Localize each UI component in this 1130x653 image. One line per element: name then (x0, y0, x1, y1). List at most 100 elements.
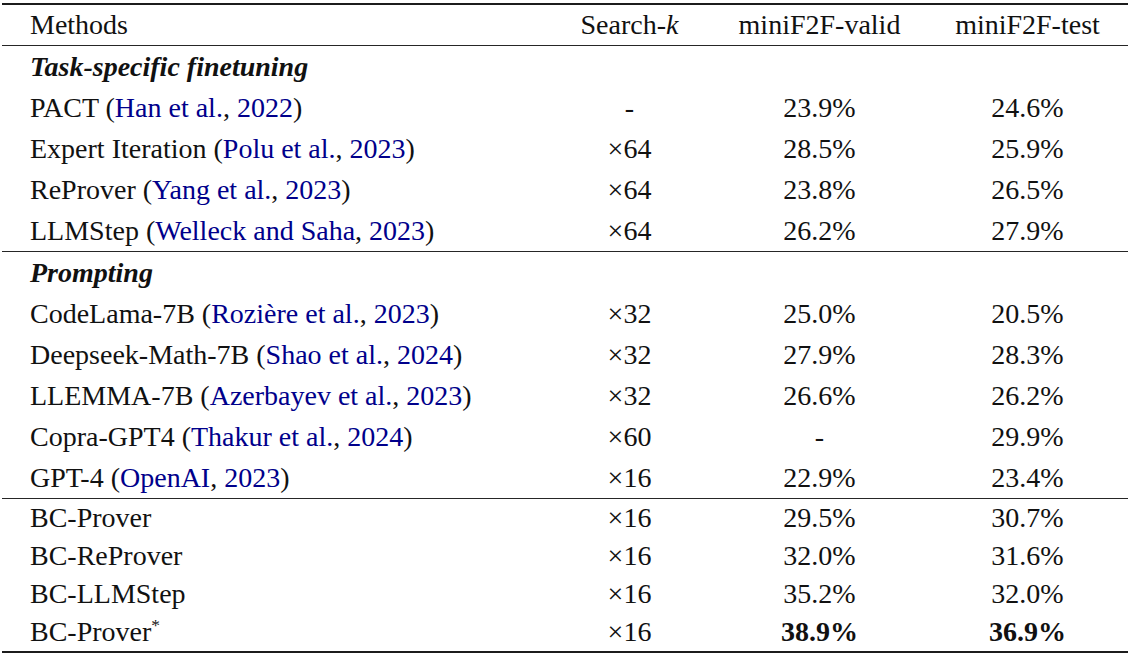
citation-link-author[interactable]: Rozière et al. (211, 298, 359, 329)
valid-cell: 25.0% (712, 293, 927, 334)
valid-cell: 38.9% (712, 613, 927, 652)
column-header-methods: Methods (2, 4, 547, 46)
search-k-cell: ×16 (547, 613, 712, 652)
method-suffix: ) (341, 174, 350, 205)
method-cell: Expert Iteration (Polu et al., 2023) (2, 128, 547, 169)
citation-link-year[interactable]: 2024 (397, 339, 453, 370)
method-suffix: ) (293, 92, 302, 123)
search-k-cell: ×64 (547, 128, 712, 169)
table-row: BC-Prover ×16 29.5% 30.7% (2, 499, 1128, 538)
section-label: Prompting (2, 252, 1128, 294)
method-cell: BC-Prover* (2, 613, 547, 652)
citation-link-year[interactable]: 2023 (285, 174, 341, 205)
test-cell: 31.6% (927, 537, 1128, 575)
section-label: Task-specific finetuning (2, 46, 1128, 88)
method-cell: GPT-4 (OpenAI, 2023) (2, 457, 547, 499)
test-cell: 20.5% (927, 293, 1128, 334)
method-name: ReProver ( (30, 174, 152, 205)
section-row-finetuning: Task-specific finetuning (2, 46, 1128, 88)
valid-cell: 27.9% (712, 334, 927, 375)
test-cell: 27.9% (927, 210, 1128, 252)
test-cell: 26.5% (927, 169, 1128, 210)
citation-link-author[interactable]: Welleck and Saha (155, 215, 355, 246)
search-k-cell: ×64 (547, 169, 712, 210)
citation-separator: , (210, 462, 224, 493)
results-table: Methods Search-k miniF2F-valid miniF2F-t… (2, 3, 1128, 653)
method-suffix: ) (453, 339, 462, 370)
citation-separator: , (271, 174, 285, 205)
method-name: GPT-4 ( (30, 462, 120, 493)
test-cell: 28.3% (927, 334, 1128, 375)
method-name: Deepseek-Math-7B ( (30, 339, 266, 370)
valid-cell: 29.5% (712, 499, 927, 538)
valid-cell: - (712, 416, 927, 457)
table-row: GPT-4 (OpenAI, 2023) ×16 22.9% 23.4% (2, 457, 1128, 499)
method-name: Expert Iteration ( (30, 133, 223, 164)
search-k-cell: ×16 (547, 537, 712, 575)
citation-separator: , (223, 92, 237, 123)
citation-link-author[interactable]: Han et al. (115, 92, 223, 123)
valid-cell: 35.2% (712, 575, 927, 613)
method-name: LLEMMA-7B ( (30, 380, 210, 411)
table-row: PACT (Han et al., 2022) - 23.9% 24.6% (2, 87, 1128, 128)
method-suffix: ) (430, 298, 439, 329)
header-row: Methods Search-k miniF2F-valid miniF2F-t… (2, 4, 1128, 46)
method-cell: LLEMMA-7B (Azerbayev et al., 2023) (2, 375, 547, 416)
valid-cell: 22.9% (712, 457, 927, 499)
method-suffix: ) (425, 215, 434, 246)
table-row: CodeLama-7B (Rozière et al., 2023) ×32 2… (2, 293, 1128, 334)
citation-link-year[interactable]: 2023 (224, 462, 280, 493)
search-k-cell: ×16 (547, 457, 712, 499)
valid-cell: 23.8% (712, 169, 927, 210)
citation-link-year[interactable]: 2023 (406, 380, 462, 411)
valid-cell: 26.2% (712, 210, 927, 252)
citation-link-author[interactable]: Thakur et al. (191, 421, 333, 452)
method-suffix: ) (462, 380, 471, 411)
test-cell: 30.7% (927, 499, 1128, 538)
citation-link-author[interactable]: Yang et al. (152, 174, 271, 205)
test-cell: 26.2% (927, 375, 1128, 416)
citation-separator: , (383, 339, 397, 370)
method-name: PACT ( (30, 92, 115, 123)
citation-link-year[interactable]: 2023 (369, 215, 425, 246)
search-k-cell: - (547, 87, 712, 128)
method-name: LLMStep ( (30, 215, 155, 246)
asterisk-superscript: * (151, 616, 160, 635)
search-k-variable: k (666, 9, 678, 40)
column-header-minif2f-valid: miniF2F-valid (712, 4, 927, 46)
method-cell: PACT (Han et al., 2022) (2, 87, 547, 128)
method-cell: CodeLama-7B (Rozière et al., 2023) (2, 293, 547, 334)
table-row: Expert Iteration (Polu et al., 2023) ×64… (2, 128, 1128, 169)
citation-link-author[interactable]: Shao et al. (266, 339, 383, 370)
valid-cell: 23.9% (712, 87, 927, 128)
column-header-minif2f-test: miniF2F-test (927, 4, 1128, 46)
section-row-prompting: Prompting (2, 252, 1128, 294)
search-k-cell: ×64 (547, 210, 712, 252)
table-row: BC-LLMStep ×16 35.2% 32.0% (2, 575, 1128, 613)
search-k-cell: ×16 (547, 575, 712, 613)
method-name: BC-ReProver (30, 540, 182, 571)
method-suffix: ) (280, 462, 289, 493)
search-k-cell: ×32 (547, 334, 712, 375)
citation-link-year[interactable]: 2022 (237, 92, 293, 123)
citation-link-year[interactable]: 2024 (347, 421, 403, 452)
citation-separator: , (336, 133, 350, 164)
search-k-prefix: Search- (581, 9, 667, 40)
search-k-cell: ×16 (547, 499, 712, 538)
citation-link-author[interactable]: Polu et al. (223, 133, 336, 164)
valid-cell: 28.5% (712, 128, 927, 169)
test-cell: 24.6% (927, 87, 1128, 128)
citation-separator: , (360, 298, 374, 329)
citation-link-author[interactable]: Azerbayev et al. (210, 380, 393, 411)
method-cell: LLMStep (Welleck and Saha, 2023) (2, 210, 547, 252)
table-row: ReProver (Yang et al., 2023) ×64 23.8% 2… (2, 169, 1128, 210)
citation-separator: , (392, 380, 406, 411)
test-cell: 23.4% (927, 457, 1128, 499)
table-row: Copra-GPT4 (Thakur et al., 2024) ×60 - 2… (2, 416, 1128, 457)
method-cell: BC-Prover (2, 499, 547, 538)
valid-cell: 32.0% (712, 537, 927, 575)
citation-link-year[interactable]: 2023 (350, 133, 406, 164)
citation-link-author[interactable]: OpenAI (120, 462, 210, 493)
method-name: BC-Prover (30, 616, 151, 647)
citation-link-year[interactable]: 2023 (374, 298, 430, 329)
